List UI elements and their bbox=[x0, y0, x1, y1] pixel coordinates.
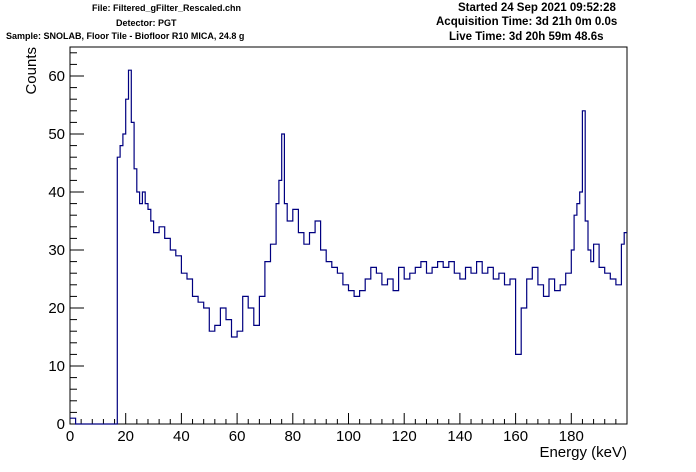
spectrum-series bbox=[70, 69, 627, 425]
detector-name: Detector: PGT bbox=[116, 18, 177, 28]
x-tick-label: 80 bbox=[284, 428, 301, 445]
sample-description: Sample: SNOLAB, Floor Tile - Biofloor R1… bbox=[6, 31, 245, 41]
start-time: Started 24 Sep 2021 09:52:28 bbox=[458, 2, 616, 14]
x-tick-label: 160 bbox=[503, 428, 528, 445]
y-tick-label: 50 bbox=[48, 126, 65, 143]
y-tick-label: 0 bbox=[57, 416, 65, 433]
file-name: File: Filtered_gFilter_Rescaled.chn bbox=[92, 3, 242, 13]
y-tick-label: 60 bbox=[48, 68, 65, 85]
live-time: Live Time: 3d 20h 59m 48.6s bbox=[449, 31, 604, 43]
plot-frame bbox=[69, 46, 628, 425]
x-axis-label: Energy (keV) bbox=[539, 444, 627, 461]
y-tick-label: 40 bbox=[48, 184, 65, 201]
x-tick-label: 100 bbox=[336, 428, 361, 445]
x-tick-label: 60 bbox=[229, 428, 246, 445]
x-tick-label: 120 bbox=[392, 428, 417, 445]
x-tick-label: 20 bbox=[117, 428, 134, 445]
x-tick-label: 140 bbox=[447, 428, 472, 445]
y-tick-label: 10 bbox=[48, 358, 65, 375]
y-axis-label: Counts bbox=[23, 47, 40, 95]
x-tick-label: 180 bbox=[559, 428, 584, 445]
y-tick-label: 30 bbox=[48, 242, 65, 259]
x-tick-label: 0 bbox=[66, 428, 74, 445]
x-tick-label: 40 bbox=[173, 428, 190, 445]
y-tick-label: 20 bbox=[48, 300, 65, 317]
acquisition-time: Acquisition Time: 3d 21h 0m 0.0s bbox=[436, 16, 618, 28]
